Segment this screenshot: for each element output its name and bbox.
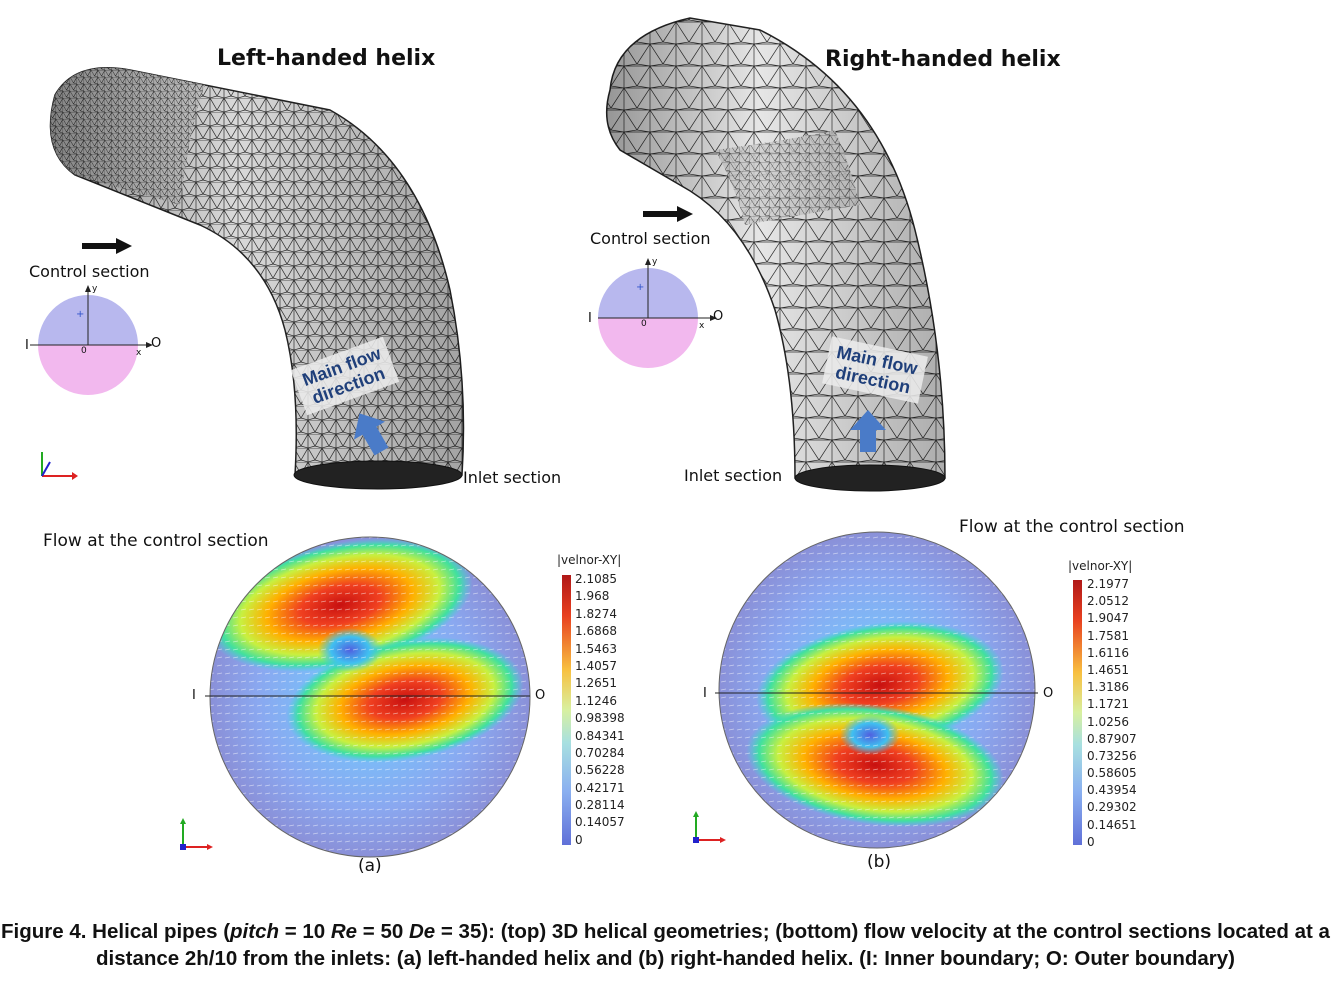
subfigure-a-label: (a) [358, 856, 382, 876]
colorbar-a-tick: 1.2651 [575, 676, 617, 691]
control-section-arrow-left [82, 238, 132, 254]
colorbar-b-tick: 0.87907 [1087, 731, 1137, 746]
right-helix-title: Right-handed helix [825, 47, 1061, 72]
disk-right-outer-label: O [713, 309, 724, 324]
colorbar-b-ticks: 2.1977 2.0512 1.9047 1.7581 1.6116 1.465… [1087, 578, 1137, 853]
control-section-disk-right: + [598, 258, 717, 368]
caption-figure-label: Figure 4. [1, 920, 87, 943]
flow-fields-figure [180, 531, 1082, 858]
flow-direction-arrow-right [850, 410, 886, 452]
field-a-inner-label: I [192, 688, 196, 703]
flow-field-a [210, 537, 530, 857]
caption-part2: = 10 [279, 920, 331, 943]
colorbar-a-tick: 0.84341 [575, 728, 625, 743]
colorbar-a-ticks: 2.1085 1.968 1.8274 1.6868 1.5463 1.4057… [575, 573, 625, 851]
disk-right-x-label: x [699, 321, 705, 331]
disk-right-origin-label: 0 [641, 319, 647, 329]
caption-part1: Helical pipes ( [86, 920, 231, 943]
colorbar-a-tick: 1.1246 [575, 693, 617, 708]
colorbar-a-tick: 1.8274 [575, 606, 617, 621]
axis-triad-b [693, 811, 726, 843]
field-a-outer-label: O [535, 688, 546, 703]
colorbar-a-tick: 0.98398 [575, 711, 625, 726]
colorbar-b-tick: 0.43954 [1087, 783, 1137, 798]
colorbar-b [1073, 580, 1082, 845]
flow-field-b [719, 532, 1035, 848]
disk-right-y-label: y [652, 257, 658, 267]
disk-left-origin-label: 0 [81, 346, 87, 356]
disk-left-inner-label: I [25, 338, 29, 353]
field-b-outer-label: O [1043, 686, 1054, 701]
colorbar-b-tick: 0.14651 [1087, 817, 1137, 832]
colorbar-b-tick: 0.73256 [1087, 748, 1137, 763]
colorbar-b-tick: 1.9047 [1087, 611, 1129, 626]
caption-part3: = 50 [357, 920, 409, 943]
flow-direction-arrow-left [353, 413, 389, 456]
colorbar-b-tick: 1.0256 [1087, 714, 1129, 729]
colorbar-b-tick: 2.0512 [1087, 594, 1129, 609]
disk-left-y-label: y [92, 284, 98, 294]
colorbar-a-tick: 0.42171 [575, 780, 625, 795]
disk-right-inner-label: I [588, 311, 592, 326]
colorbar-a-tick: 1.5463 [575, 641, 617, 656]
disk-left-outer-label: O [151, 336, 162, 351]
colorbar-b-tick: 0.58605 [1087, 766, 1137, 781]
field-b-inner-label: I [703, 686, 707, 701]
colorbar-b-tick: 2.1977 [1087, 577, 1129, 591]
caption-part4: = 35): (top) 3D helical geometries; (bot… [96, 920, 1330, 970]
colorbar-b-tick: 1.6116 [1087, 645, 1129, 660]
control-section-disk-left: + [30, 285, 153, 395]
colorbar-b-tick: 1.4651 [1087, 662, 1129, 677]
colorbar-b-tick: 1.7581 [1087, 628, 1129, 643]
figure-caption: Figure 4. Helical pipes (pitch = 10 Re =… [0, 918, 1331, 972]
control-section-label-left: Control section [29, 262, 150, 281]
colorbar-b-title: |velnor-XY| [1068, 559, 1133, 573]
caption-re: Re [330, 920, 358, 943]
colorbar-a-tick: 1.968 [575, 589, 610, 604]
colorbar-b-tick: 1.1721 [1087, 697, 1129, 712]
svg-text:+: + [76, 309, 84, 320]
left-helix-title: Left-handed helix [217, 46, 436, 71]
disk-left-x-label: x [136, 348, 142, 358]
colorbar-a-tick: 0.56228 [575, 763, 625, 778]
inlet-section-label-left: Inlet section [463, 468, 562, 487]
control-section-label-right: Control section [590, 229, 711, 248]
colorbar-a [562, 575, 571, 845]
colorbar-a-title: |velnor-XY| [557, 553, 622, 567]
colorbar-b-tick: 1.3186 [1087, 680, 1129, 695]
inlet-section-label-right: Inlet section [684, 466, 783, 485]
right-helix-mesh [605, 17, 946, 492]
colorbar-a-tick: 1.6868 [575, 624, 617, 639]
flow-control-label-left: Flow at the control section [43, 531, 269, 551]
colorbar-a-tick: 0.14057 [575, 815, 625, 830]
subfigure-b-label: (b) [867, 852, 892, 872]
colorbar-a-tick: 0.28114 [575, 798, 625, 813]
colorbar-b-tick: 0.29302 [1087, 800, 1137, 815]
caption-pitch: pitch [230, 920, 279, 943]
caption-de: De [408, 920, 436, 943]
colorbar-a-tick: 2.1085 [575, 572, 617, 586]
colorbar-a-tick: 1.4057 [575, 658, 617, 673]
flow-control-label-right: Flow at the control section [959, 517, 1185, 537]
flow-field-a-border [209, 536, 531, 858]
axis-triad-top-left [41, 452, 78, 480]
colorbar-b-tick: 0 [1087, 834, 1095, 849]
colorbar-a-tick: 0.70284 [575, 745, 625, 760]
colorbar-a-tick: 0 [575, 832, 583, 847]
helix-geometries-figure: + + [30, 17, 946, 492]
flow-field-b-border [718, 531, 1036, 849]
axis-triad-a [180, 818, 213, 850]
svg-text:+: + [636, 282, 644, 293]
control-section-arrow-right [643, 206, 693, 222]
